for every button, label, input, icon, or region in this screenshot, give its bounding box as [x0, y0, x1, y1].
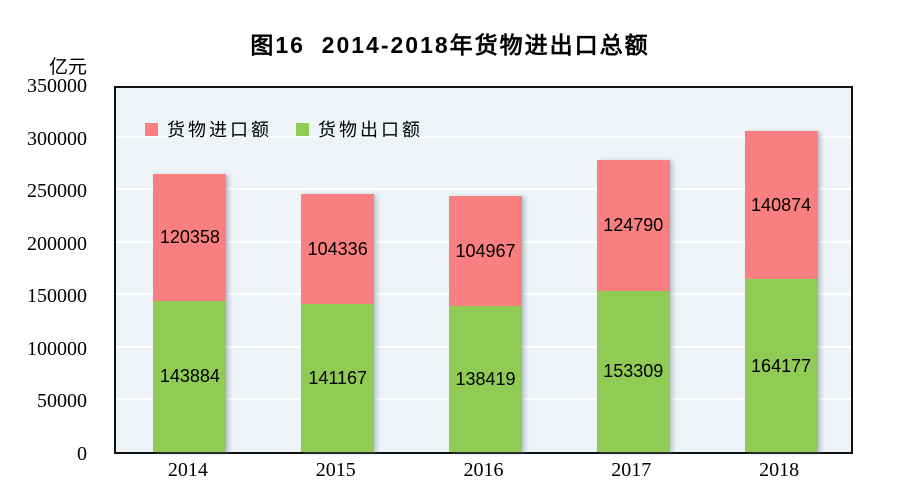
bar-2015: 141167 104336	[301, 193, 375, 452]
x-axis-tick-label: 2016	[463, 459, 504, 481]
y-axis-tick-label: 200000	[27, 232, 87, 255]
legend-swatch-icon	[296, 122, 309, 136]
x-axis-tick-label: 2014	[167, 459, 208, 481]
bar-value-label: 120358	[159, 227, 220, 248]
bar-value-label: 124790	[603, 215, 664, 236]
bar-segment-export-2014: 143884	[153, 300, 227, 452]
legend-label: 货物进口额	[167, 120, 272, 140]
x-axis-tick-label: 2017	[611, 459, 652, 481]
gridline	[116, 188, 851, 191]
y-axis-tick-label: 250000	[27, 180, 87, 203]
y-axis-tick-label: 350000	[27, 75, 87, 97]
chart-title: 图16 2014-2018年货物进出口总额	[250, 32, 650, 58]
y-axis: 0 50000 100000 150000 200000 250000 300000 3500…	[0, 76, 87, 464]
bar-value-label: 104967	[455, 241, 516, 262]
bar-value-label: 143884	[159, 366, 220, 387]
bar-2017: 153309 124790	[596, 159, 670, 452]
bar-segment-import-2017: 124790	[596, 159, 670, 291]
bar-2016: 138419 104967	[449, 196, 522, 452]
bar-segment-import-2016: 104967	[449, 196, 522, 307]
bar-value-label: 104336	[307, 238, 368, 259]
gridline	[116, 135, 851, 138]
plot-area: 货物进口额 货物出口额 143884 120358 141167 104336 13841…	[114, 86, 853, 454]
bar-value-label: 141167	[308, 367, 368, 388]
bar-segment-export-2017: 153309	[596, 290, 670, 452]
x-axis-tick-label: 2018	[759, 459, 800, 481]
y-axis-tick-label: 100000	[27, 337, 87, 360]
bar-segment-export-2016: 138419	[449, 306, 522, 452]
bar-segment-export-2018: 164177	[744, 279, 818, 452]
bar-value-label: 153309	[603, 361, 664, 382]
bar-value-label: 140874	[751, 195, 812, 216]
bar-value-label: 138419	[455, 369, 516, 390]
bar-segment-import-2015: 104336	[301, 193, 375, 304]
x-axis-tick-label: 2015	[315, 459, 356, 481]
bar-segment-import-2014: 120358	[153, 174, 227, 301]
y-axis-tick-label: 150000	[27, 285, 87, 308]
legend: 货物进口额 货物出口额	[145, 116, 423, 142]
bar-2018: 164177 140874	[744, 131, 818, 452]
legend-swatch-icon	[145, 122, 158, 136]
y-axis-unit-label: 亿元	[48, 57, 87, 78]
y-axis-tick-label: 0	[77, 443, 87, 465]
bar-segment-import-2018: 140874	[744, 131, 818, 280]
bar-segment-export-2015: 141167	[301, 303, 375, 452]
y-axis-tick-label: 50000	[37, 390, 87, 413]
bar-value-label: 164177	[751, 355, 812, 376]
legend-label: 货物出口额	[318, 120, 423, 140]
x-axis: 2014 2015 2016 2017 2018	[114, 460, 853, 490]
y-axis-tick-label: 300000	[27, 127, 87, 150]
bar-2014: 143884 120358	[153, 174, 227, 452]
legend-item-import: 货物进口额	[145, 116, 272, 142]
legend-item-export: 货物出口额	[296, 116, 423, 142]
